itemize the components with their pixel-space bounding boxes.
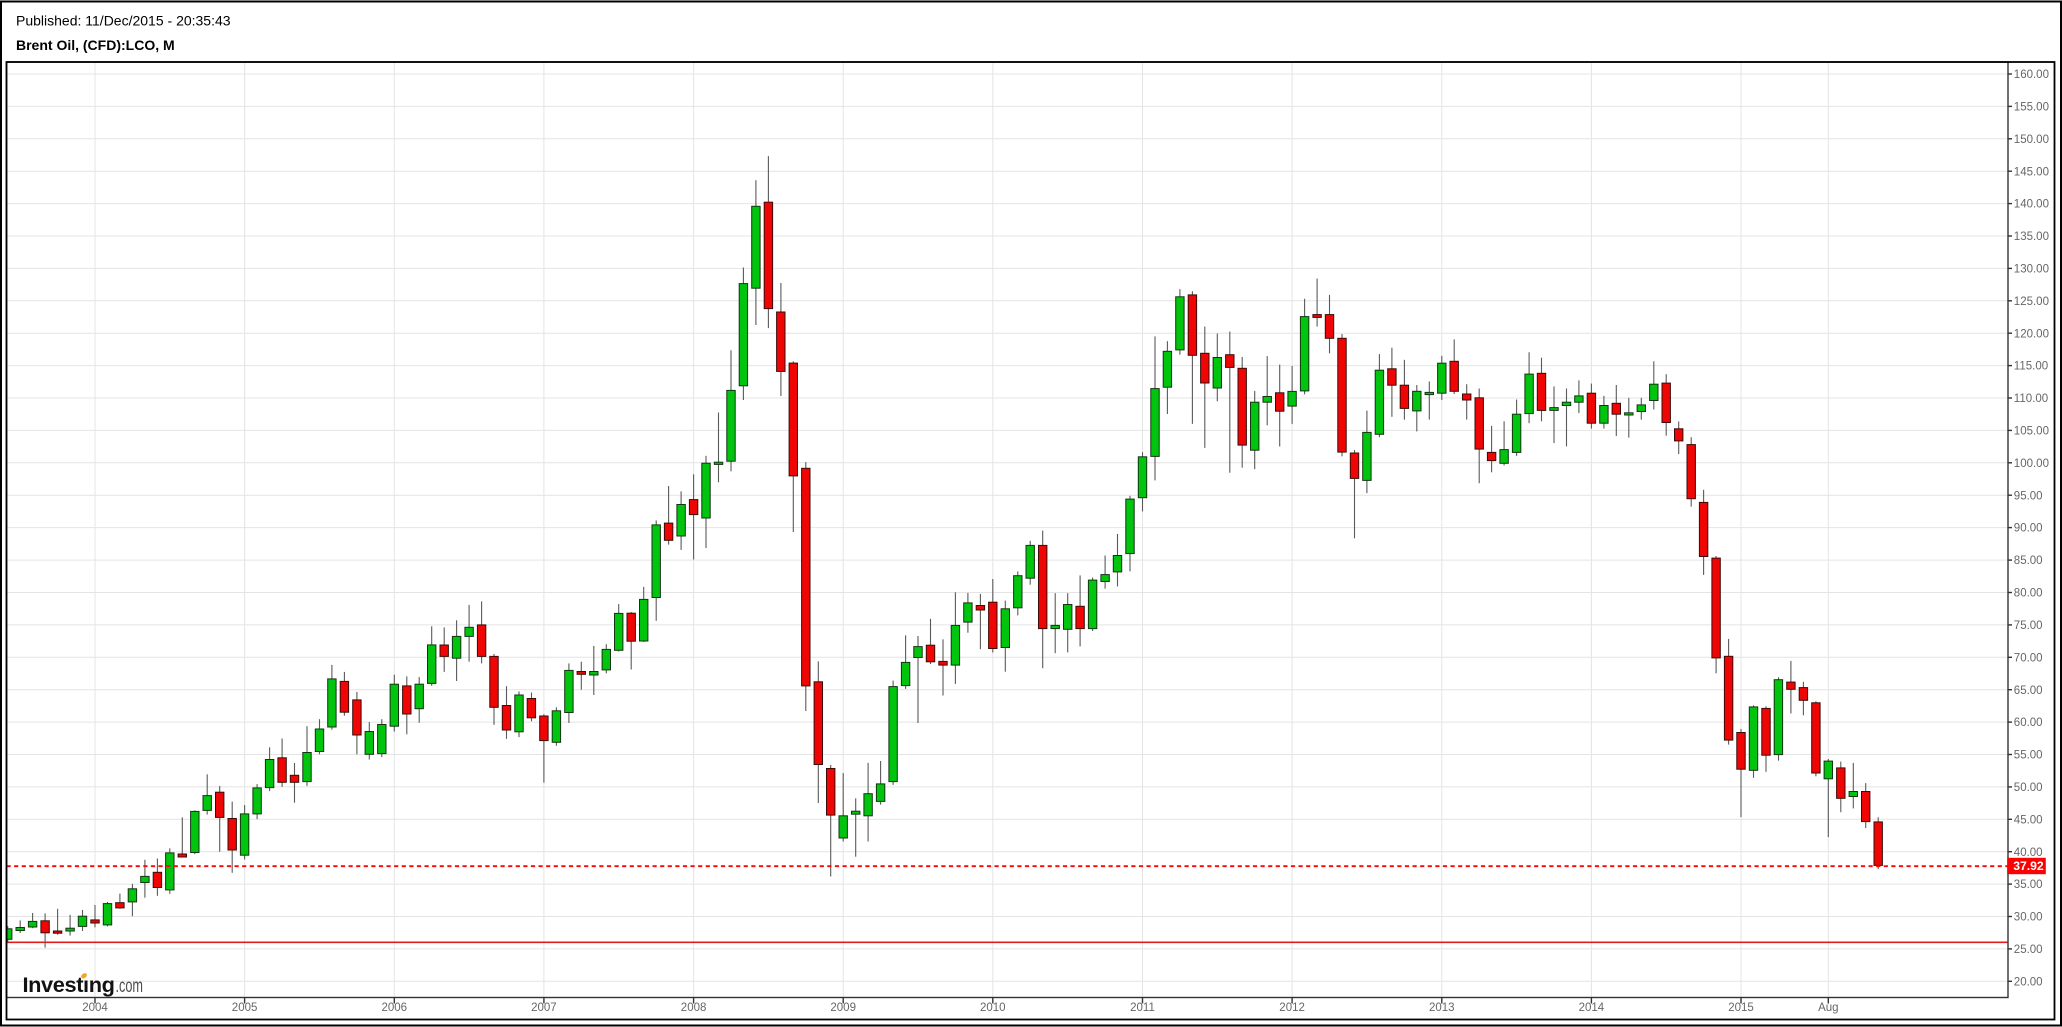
svg-text:55.00: 55.00 bbox=[2014, 750, 2043, 762]
svg-text:145.00: 145.00 bbox=[2014, 166, 2049, 178]
svg-text:Brent Oil, (CFD):LCO, M: Brent Oil, (CFD):LCO, M bbox=[16, 37, 175, 53]
svg-text:105.00: 105.00 bbox=[2014, 426, 2049, 438]
svg-text:35.00: 35.00 bbox=[2014, 879, 2043, 891]
svg-text:2006: 2006 bbox=[382, 1002, 408, 1014]
svg-text:100.00: 100.00 bbox=[2014, 458, 2049, 470]
svg-text:2013: 2013 bbox=[1429, 1002, 1455, 1014]
svg-text:150.00: 150.00 bbox=[2014, 134, 2049, 146]
svg-text:Aug: Aug bbox=[1818, 1002, 1838, 1014]
svg-text:50.00: 50.00 bbox=[2014, 782, 2043, 794]
svg-text:2011: 2011 bbox=[1130, 1002, 1155, 1014]
svg-text:60.00: 60.00 bbox=[2014, 717, 2043, 729]
svg-text:2009: 2009 bbox=[830, 1002, 856, 1014]
svg-text:95.00: 95.00 bbox=[2014, 490, 2043, 502]
svg-text:155.00: 155.00 bbox=[2014, 102, 2049, 114]
svg-text:2015: 2015 bbox=[1728, 1002, 1754, 1014]
svg-text:2010: 2010 bbox=[980, 1002, 1006, 1014]
svg-text:90.00: 90.00 bbox=[2014, 523, 2043, 535]
svg-text:2007: 2007 bbox=[531, 1002, 557, 1014]
svg-text:25.00: 25.00 bbox=[2014, 944, 2043, 956]
svg-text:2008: 2008 bbox=[681, 1002, 707, 1014]
svg-text:115.00: 115.00 bbox=[2014, 361, 2048, 373]
svg-text:2005: 2005 bbox=[232, 1002, 258, 1014]
svg-text:Investıng: Investıng bbox=[23, 973, 115, 997]
svg-text:2012: 2012 bbox=[1279, 1002, 1305, 1014]
svg-text:30.00: 30.00 bbox=[2014, 912, 2043, 924]
svg-text:65.00: 65.00 bbox=[2014, 685, 2043, 697]
svg-text:45.00: 45.00 bbox=[2014, 814, 2043, 826]
svg-text:125.00: 125.00 bbox=[2014, 296, 2049, 308]
svg-text:85.00: 85.00 bbox=[2014, 555, 2043, 567]
svg-text:80.00: 80.00 bbox=[2014, 588, 2043, 600]
svg-text:75.00: 75.00 bbox=[2014, 620, 2043, 632]
svg-text:140.00: 140.00 bbox=[2014, 199, 2049, 211]
svg-text:120.00: 120.00 bbox=[2014, 328, 2049, 340]
svg-text:37.92: 37.92 bbox=[2013, 859, 2044, 873]
svg-text:70.00: 70.00 bbox=[2014, 652, 2043, 664]
svg-text:20.00: 20.00 bbox=[2014, 976, 2043, 988]
svg-text:160.00: 160.00 bbox=[2014, 69, 2049, 81]
svg-text:Published: 11/Dec/2015 - 20:35: Published: 11/Dec/2015 - 20:35:43 bbox=[16, 13, 231, 29]
svg-text:135.00: 135.00 bbox=[2014, 231, 2049, 243]
svg-text:40.00: 40.00 bbox=[2014, 847, 2043, 859]
svg-text:130.00: 130.00 bbox=[2014, 264, 2049, 276]
svg-text:110.00: 110.00 bbox=[2014, 393, 2048, 405]
svg-text:2004: 2004 bbox=[82, 1002, 108, 1014]
svg-text:2014: 2014 bbox=[1579, 1002, 1605, 1014]
svg-text:.com: .com bbox=[116, 976, 144, 997]
